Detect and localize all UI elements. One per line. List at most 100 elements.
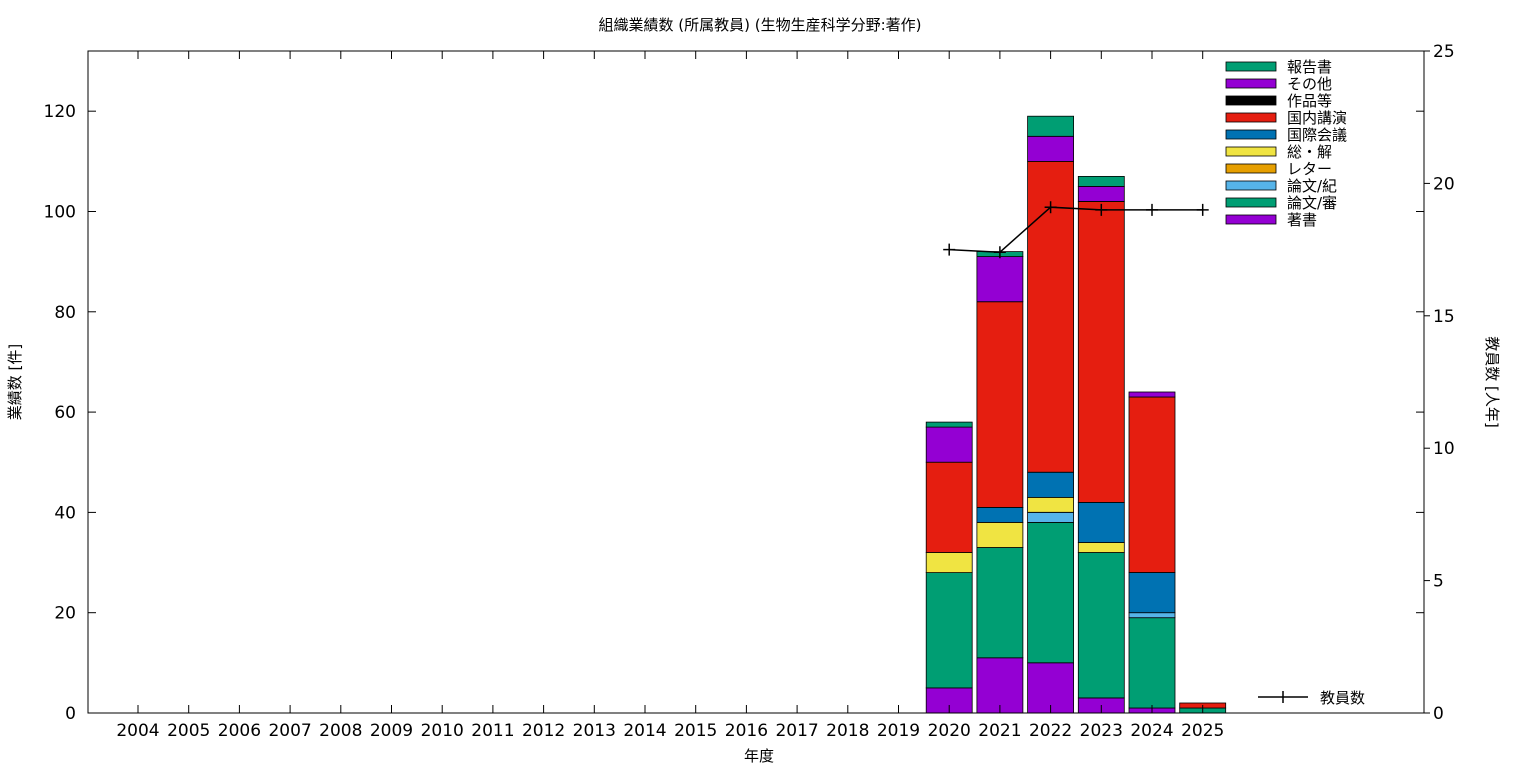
bar-segment-2024-8 (1128, 391, 1176, 398)
x-tick-label: 2012 (522, 721, 565, 741)
chart-title: 組織業績数 (所属教員) (生物生産科学分野:著作) (598, 16, 921, 34)
bar-segment-2024-2 (1128, 612, 1176, 619)
bar-segment-2021-1 (976, 547, 1024, 659)
legend-label: その他 (1287, 75, 1332, 93)
y-tick-label: 120 (44, 102, 76, 122)
x-tick-label: 2008 (319, 721, 362, 741)
x-tick-label: 2010 (421, 721, 464, 741)
legend-swatch (1225, 78, 1277, 89)
x-tick-label: 2020 (928, 721, 971, 741)
faculty-count-point (1095, 203, 1108, 216)
x-tick-label: 2021 (978, 721, 1021, 741)
bar-segment-2020-4 (925, 552, 973, 574)
y2-tick-label: 15 (1433, 307, 1455, 327)
legend-swatch (1225, 112, 1277, 123)
bar-segment-2023-8 (1077, 185, 1125, 202)
legend-label: 論文/紀 (1287, 177, 1337, 195)
bar-segment-2022-2 (1027, 512, 1074, 523)
x-tick-label: 2015 (674, 721, 717, 741)
y-tick-label: 0 (65, 704, 76, 724)
y2-tick-label: 25 (1433, 42, 1455, 62)
bar-segment-2023-4 (1077, 542, 1125, 553)
bar-segment-2024-5 (1128, 572, 1176, 614)
legend-label: 著書 (1287, 211, 1317, 229)
bar-segment-2021-6 (976, 301, 1024, 508)
x-tick-label: 2022 (1029, 721, 1072, 741)
y-tick-label: 40 (54, 503, 76, 523)
legend-swatch (1225, 197, 1277, 208)
faculty-count-point (1196, 203, 1209, 216)
bar-segment-2020-8 (925, 426, 973, 463)
faculty-count-line (949, 206, 1203, 253)
legend-swatch (1225, 95, 1277, 106)
bars-layer (925, 115, 1227, 714)
bar-segment-2022-1 (1027, 522, 1074, 664)
legend-swatch (1225, 146, 1277, 157)
y-tick-label: 60 (54, 403, 76, 423)
legend-label: 総・解 (1287, 143, 1332, 161)
x-tick-label: 2025 (1181, 721, 1224, 741)
bar-segment-2023-5 (1077, 501, 1125, 543)
x-tick-label: 2019 (877, 721, 920, 741)
x-tick-label: 2014 (623, 721, 666, 741)
x-tick-label: 2024 (1130, 721, 1173, 741)
bar-segment-2022-5 (1027, 471, 1074, 498)
x-tick-label: 2005 (167, 721, 210, 741)
x-tick-label: 2023 (1080, 721, 1123, 741)
bar-segment-2022-8 (1027, 135, 1074, 162)
plot-frame (87, 50, 1425, 714)
legend-label: 国際会議 (1287, 126, 1347, 144)
legend-label: 作品等 (1287, 92, 1332, 110)
faculty-count-point (1146, 203, 1158, 216)
legend-swatch (1225, 129, 1277, 140)
x-tick-label: 2018 (826, 721, 869, 741)
bar-segment-2023-6 (1077, 201, 1125, 503)
legend-swatch (1225, 214, 1277, 225)
legend-label-line: 教員数 (1320, 689, 1365, 707)
bar-segment-2023-9 (1077, 175, 1125, 187)
faculty-count-point (943, 243, 956, 256)
bar-segment-2021-8 (976, 256, 1024, 303)
legend-label: 論文/審 (1287, 194, 1337, 212)
bar-segment-2021-4 (976, 522, 1024, 548)
x-tick-label: 2011 (471, 721, 514, 741)
bar-segment-2023-1 (1077, 552, 1125, 699)
y2-tick-label: 10 (1433, 439, 1455, 459)
legend-label: 報告書 (1287, 58, 1332, 76)
legend-swatch (1225, 180, 1277, 191)
y2-axis-label: 教員数 [人年] (1483, 336, 1501, 427)
legend-swatch (1225, 163, 1277, 174)
x-tick-label: 2007 (268, 721, 311, 741)
x-tick-label: 2009 (370, 721, 413, 741)
x-tick-label: 2017 (775, 721, 818, 741)
y2-tick-label: 5 (1433, 572, 1444, 592)
x-tick-label: 2013 (573, 721, 616, 741)
legend-swatch (1225, 61, 1277, 72)
y2-tick-label: 20 (1433, 174, 1455, 194)
y-tick-label: 20 (54, 604, 76, 624)
legend-label: レター (1287, 160, 1332, 178)
y2-tick-label: 0 (1433, 704, 1444, 724)
bar-segment-2020-1 (925, 572, 973, 689)
line-layer (943, 201, 1209, 259)
x-tick-label: 2004 (116, 721, 159, 741)
y-tick-label: 80 (54, 303, 76, 323)
bar-segment-2022-4 (1027, 496, 1074, 513)
faculty-count-point (993, 246, 1006, 259)
x-tick-label: 2006 (218, 721, 261, 741)
legend-label: 国内講演 (1287, 109, 1347, 127)
bar-segment-2021-5 (976, 506, 1024, 523)
faculty-count-point (1044, 201, 1057, 214)
bar-segment-2020-9 (925, 421, 973, 428)
y-axis-label: 業績数 [件] (6, 344, 24, 420)
x-tick-label: 2016 (725, 721, 768, 741)
bar-segment-2020-6 (925, 461, 973, 553)
bar-segment-2022-9 (1027, 115, 1074, 137)
bar-segment-2024-1 (1128, 617, 1176, 709)
x-axis-label: 年度 (744, 747, 774, 765)
y-tick-label: 100 (44, 202, 76, 222)
bar-segment-2024-6 (1128, 396, 1176, 573)
